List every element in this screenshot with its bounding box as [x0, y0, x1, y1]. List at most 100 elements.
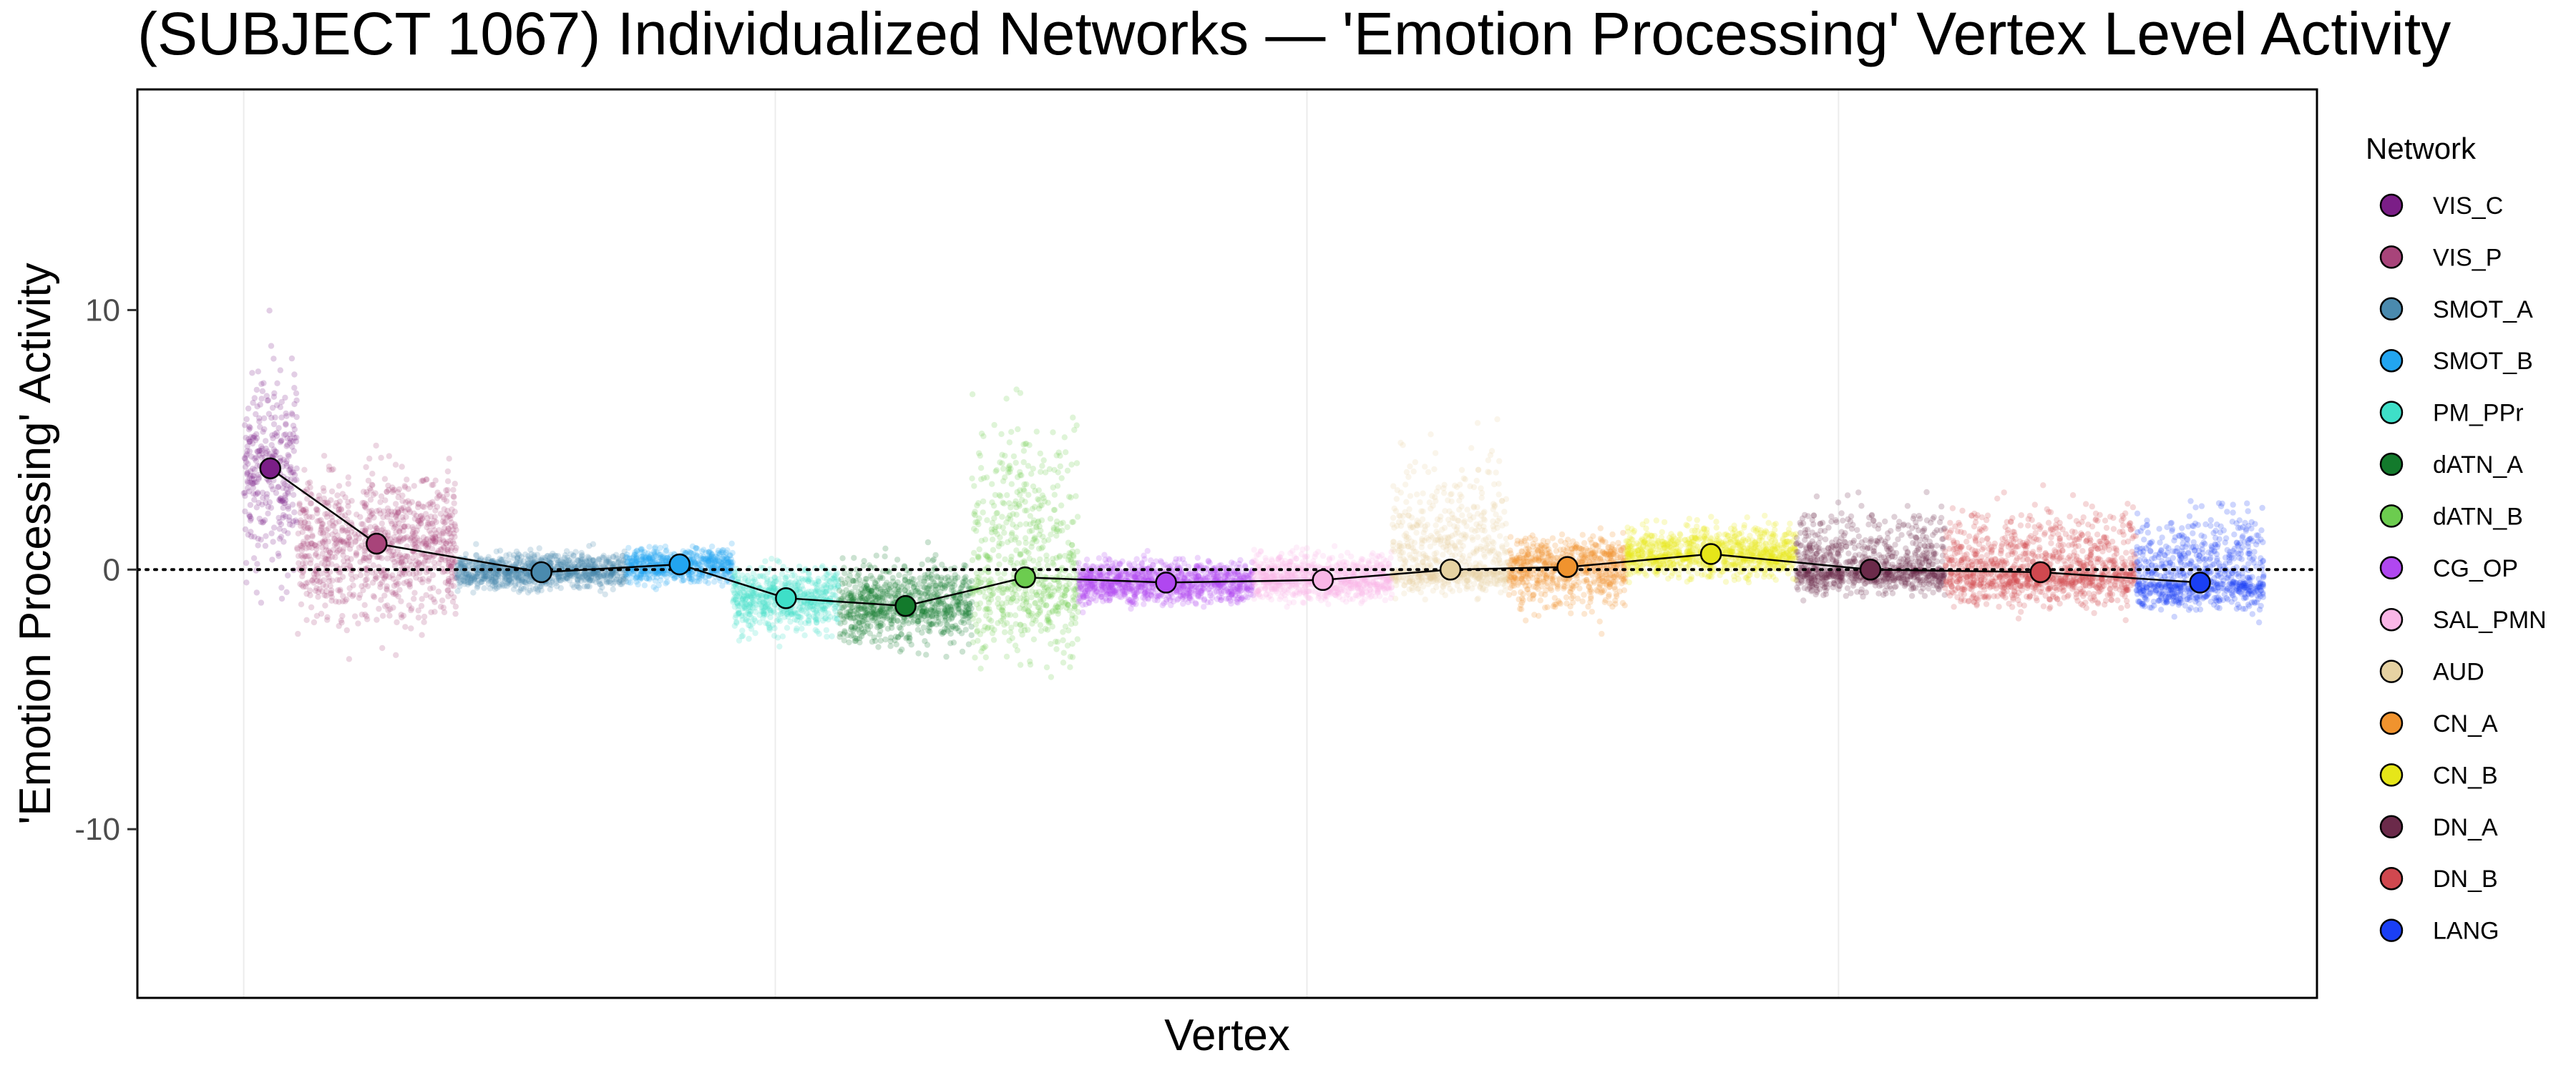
scatter-point	[1074, 514, 1081, 520]
scatter-point	[887, 584, 894, 590]
scatter-point	[623, 573, 630, 579]
scatter-point	[250, 473, 256, 479]
scatter-point	[437, 556, 444, 563]
scatter-point	[373, 525, 380, 531]
scatter-point	[431, 517, 437, 524]
scatter-point	[368, 487, 374, 494]
scatter-point	[360, 489, 367, 495]
scatter-point	[762, 558, 769, 564]
scatter-point	[369, 569, 376, 576]
scatter-point	[259, 445, 265, 452]
scatter-point	[691, 578, 698, 585]
scatter-point	[421, 539, 427, 546]
scatter-point	[291, 401, 298, 408]
scatter-point	[664, 579, 670, 585]
scatter-point	[1008, 553, 1015, 560]
scatter-point	[385, 508, 392, 515]
scatter-point	[328, 591, 334, 597]
scatter-point	[1027, 661, 1034, 668]
scatter-point	[900, 582, 907, 588]
scatter-point	[363, 464, 369, 471]
scatter-point	[989, 592, 996, 598]
scatter-point	[250, 490, 257, 497]
scatter-point	[431, 599, 438, 605]
scatter-point	[922, 638, 928, 645]
scatter-point	[816, 630, 822, 637]
scatter-point	[286, 521, 293, 528]
scatter-point	[763, 620, 769, 627]
scatter-point	[367, 496, 374, 503]
scatter-point	[1015, 426, 1021, 433]
scatter-point	[384, 489, 390, 495]
scatter-point	[319, 550, 326, 557]
scatter-point	[384, 583, 390, 589]
scatter-point	[1053, 646, 1060, 652]
scatter-point	[421, 552, 428, 558]
scatter-point	[318, 524, 325, 530]
scatter-point	[481, 585, 487, 592]
scatter-point	[419, 516, 426, 522]
scatter-point	[436, 493, 442, 499]
scatter-point	[641, 549, 648, 555]
scatter-point	[342, 494, 348, 501]
scatter-point	[336, 483, 343, 489]
scatter-point	[860, 594, 867, 601]
scatter-point	[406, 578, 414, 584]
scatter-point	[396, 535, 403, 542]
scatter-point	[332, 554, 338, 561]
scatter-point	[334, 577, 341, 583]
scatter-point	[841, 570, 848, 577]
scatter-point	[947, 603, 954, 609]
scatter-point	[526, 555, 532, 562]
scatter-point	[316, 496, 323, 503]
scatter-point	[303, 559, 309, 567]
scatter-point	[391, 534, 398, 541]
scatter-point	[427, 585, 434, 592]
scatter-point	[1062, 623, 1069, 630]
scatter-point	[958, 599, 965, 606]
scatter-point	[587, 561, 594, 568]
scatter-point	[447, 515, 454, 522]
scatter-point	[1040, 457, 1047, 464]
scatter-point	[930, 621, 936, 627]
scatter-point	[413, 512, 420, 519]
scatter-point	[445, 593, 452, 599]
scatter-point	[410, 526, 417, 533]
scatter-point	[924, 585, 930, 592]
scatter-point	[325, 538, 332, 545]
scatter-point	[362, 611, 369, 618]
scatter-point	[325, 547, 332, 554]
scatter-point	[346, 585, 353, 592]
scatter-point	[318, 526, 324, 533]
scatter-point	[429, 534, 436, 541]
scatter-point	[307, 500, 314, 506]
scatter-point	[814, 581, 821, 587]
scatter-point	[575, 577, 581, 584]
scatter-point	[275, 550, 281, 557]
scatter-point	[852, 635, 859, 642]
scatter-point	[391, 509, 398, 515]
scatter-point	[419, 596, 425, 602]
scatter-point	[309, 533, 316, 540]
scatter-point	[439, 569, 446, 575]
scatter-point	[392, 523, 399, 530]
scatter-point	[329, 518, 336, 524]
scatter-point	[395, 509, 402, 516]
scatter-point	[818, 602, 825, 609]
scatter-point	[328, 488, 336, 495]
scatter-point	[300, 507, 306, 514]
scatter-point	[386, 549, 392, 555]
scatter-point	[283, 413, 290, 419]
scatter-point	[919, 561, 925, 568]
scatter-point	[328, 597, 335, 604]
scatter-point	[376, 605, 382, 612]
scatter-point	[304, 496, 311, 502]
scatter-point	[996, 604, 1002, 611]
scatter-point	[962, 574, 969, 580]
scatter-point	[280, 456, 287, 463]
scatter-point	[882, 545, 889, 552]
scatter-point	[326, 577, 333, 584]
scatter-point	[305, 579, 311, 586]
scatter-point	[289, 522, 296, 529]
scatter-point	[265, 504, 271, 510]
